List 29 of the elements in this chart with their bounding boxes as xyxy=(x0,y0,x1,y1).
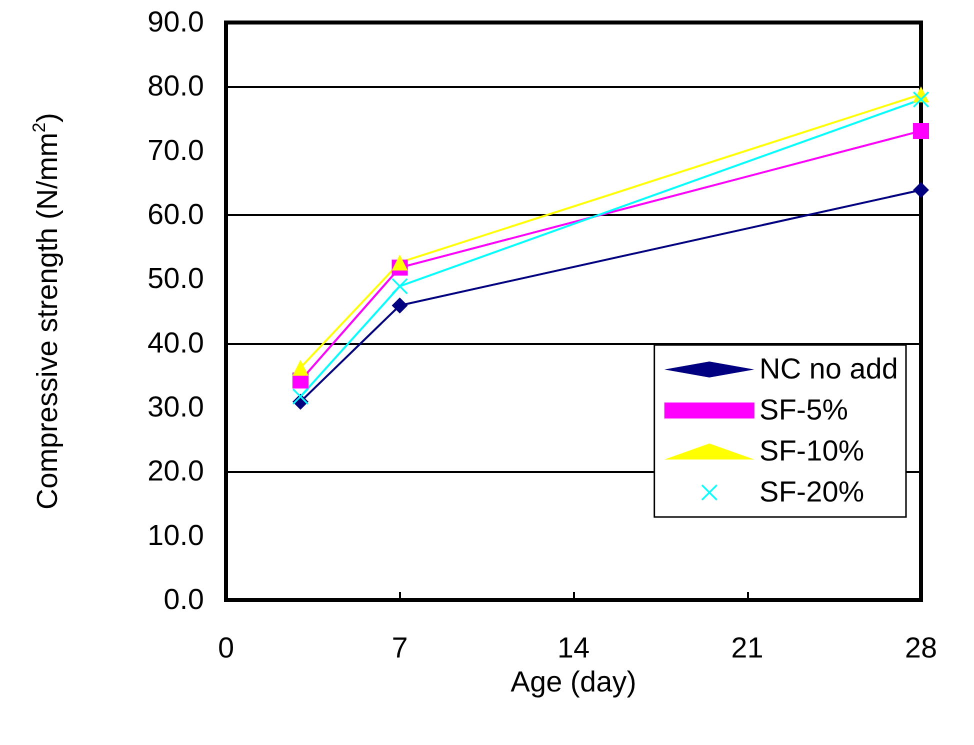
point xyxy=(392,254,408,270)
x-axis-title: Age (day) xyxy=(510,666,636,698)
y-tick-label: 40.0 xyxy=(148,327,204,360)
point xyxy=(392,297,408,314)
y-tick-label: 60.0 xyxy=(148,199,204,231)
y-tick-label: 30.0 xyxy=(148,392,204,424)
point xyxy=(292,388,308,405)
y-tick-label: 70.0 xyxy=(148,134,204,167)
y-tick-label: 0.0 xyxy=(164,584,204,616)
x-tick-label: 14 xyxy=(557,632,590,664)
legend-label: SF-20% xyxy=(759,476,864,508)
y-tick-label: 80.0 xyxy=(148,70,204,103)
y-tick-label: 20.0 xyxy=(148,456,204,488)
y-tick-label: 90.0 xyxy=(148,6,204,38)
legend-label: SF-10% xyxy=(759,436,864,468)
point xyxy=(292,360,308,376)
point xyxy=(913,182,929,198)
x-tick-label: 0 xyxy=(218,632,234,664)
point xyxy=(392,278,408,294)
point xyxy=(913,122,929,139)
point xyxy=(913,92,929,108)
y-tick-label: 50.0 xyxy=(148,263,204,296)
x-tick-label: 7 xyxy=(392,632,408,664)
y-axis-title: Compressive strength (N/mm2) xyxy=(29,112,64,510)
legend-label: SF-5% xyxy=(759,394,848,426)
legend-label: NC no add xyxy=(759,354,898,386)
x-tick-label: 28 xyxy=(904,632,938,664)
x-tick-label: 21 xyxy=(731,632,764,664)
y-tick-label: 10.0 xyxy=(148,520,204,552)
